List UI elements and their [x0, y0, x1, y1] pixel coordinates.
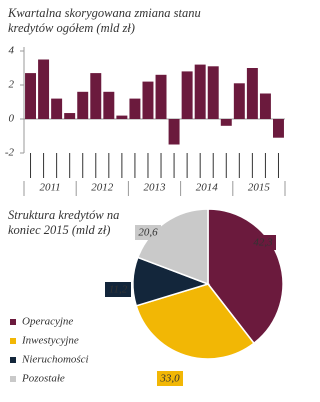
- group-label: 2014: [196, 182, 219, 194]
- chart-title: Struktura kredytów na koniec 2015 (mld z…: [8, 208, 120, 237]
- bar: [142, 81, 154, 119]
- y-tick-label: 4: [9, 45, 15, 57]
- bar: [194, 64, 206, 119]
- legend-swatch: [10, 338, 16, 344]
- bar: [129, 98, 141, 119]
- bar: [77, 91, 89, 119]
- pie-slice: [136, 208, 209, 286]
- value-label: 42,3: [253, 237, 273, 249]
- bar: [259, 93, 271, 119]
- bar: [38, 59, 50, 119]
- value-label: 20,6: [138, 227, 158, 239]
- label-box: [135, 225, 161, 240]
- label-box: [105, 282, 131, 297]
- chart-title: Kwartalna skorygowana zmiana stanu kredy…: [8, 6, 201, 35]
- group-label: 2013: [144, 182, 167, 194]
- bar: [90, 73, 102, 119]
- page: Kwartalna skorygowana zmiana stanu kredy…: [4, 6, 286, 386]
- value-label: 11,2: [109, 284, 128, 296]
- y-tick-label: 2: [9, 79, 15, 91]
- bar: [116, 115, 128, 119]
- bar: [168, 119, 180, 145]
- label-box: [250, 235, 276, 250]
- label-box: [157, 371, 183, 386]
- legend-label: Inwestycyjne: [21, 335, 79, 347]
- y-tick-label: 0: [9, 113, 15, 125]
- value-label: 33,0: [159, 373, 180, 385]
- bar: [103, 91, 115, 119]
- legend-swatch: [10, 376, 16, 382]
- group-label: 2015: [248, 182, 271, 194]
- bar: [51, 98, 63, 119]
- bar: [155, 74, 167, 119]
- group-label: 2011: [40, 182, 61, 194]
- legend-swatch: [10, 357, 16, 363]
- bar: [233, 83, 245, 119]
- chart: -2 0 2 4 2011 2012 2013 2014 2015 42,3 Operacyjne 3…: [5, 45, 286, 386]
- group-label: 2012: [91, 182, 114, 194]
- bar: [25, 73, 37, 119]
- bar: [207, 66, 219, 119]
- bar: [220, 119, 232, 126]
- legend-label: Pozostałe: [21, 373, 65, 385]
- legend-label: Nieruchomości: [21, 354, 89, 366]
- legend-label: Operacyjne: [22, 316, 73, 328]
- bar: [64, 113, 76, 119]
- y-tick-label: -2: [5, 147, 15, 159]
- legend-swatch: [10, 319, 16, 325]
- bar: [181, 71, 193, 119]
- bar: [272, 119, 284, 138]
- pie-slice: [135, 283, 256, 360]
- bar: [246, 68, 258, 119]
